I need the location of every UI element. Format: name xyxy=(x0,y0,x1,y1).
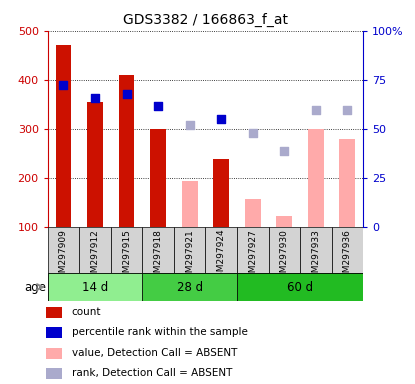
Point xyxy=(60,81,67,88)
Text: GSM297927: GSM297927 xyxy=(248,229,257,284)
Text: count: count xyxy=(72,307,101,317)
Text: rank, Detection Call = ABSENT: rank, Detection Call = ABSENT xyxy=(72,368,232,378)
Text: percentile rank within the sample: percentile rank within the sample xyxy=(72,328,248,338)
Point xyxy=(218,116,225,122)
Point xyxy=(281,147,288,154)
Bar xyxy=(142,273,237,301)
Bar xyxy=(46,368,62,379)
Point xyxy=(123,91,130,98)
Bar xyxy=(339,139,355,227)
Text: GSM297930: GSM297930 xyxy=(280,229,289,284)
Bar xyxy=(276,216,292,227)
Bar xyxy=(269,227,300,273)
Point xyxy=(155,103,161,109)
Bar xyxy=(119,75,134,227)
Bar xyxy=(308,129,324,227)
Text: GSM297921: GSM297921 xyxy=(185,229,194,284)
Text: GSM297915: GSM297915 xyxy=(122,229,131,284)
Bar xyxy=(150,129,166,227)
Text: GSM297924: GSM297924 xyxy=(217,229,226,283)
Text: value, Detection Call = ABSENT: value, Detection Call = ABSENT xyxy=(72,348,237,358)
Text: 60 d: 60 d xyxy=(287,281,313,293)
Bar xyxy=(87,102,103,227)
Bar xyxy=(237,273,363,301)
Text: GSM297936: GSM297936 xyxy=(343,229,352,284)
Text: GSM297912: GSM297912 xyxy=(90,229,100,284)
Text: age: age xyxy=(24,281,46,293)
Bar xyxy=(300,227,332,273)
Title: GDS3382 / 166863_f_at: GDS3382 / 166863_f_at xyxy=(123,13,288,27)
Text: GSM297909: GSM297909 xyxy=(59,229,68,284)
Text: 28 d: 28 d xyxy=(177,281,203,293)
Point xyxy=(249,129,256,136)
Bar xyxy=(237,227,269,273)
Text: 14 d: 14 d xyxy=(82,281,108,293)
Point xyxy=(92,95,98,101)
Bar xyxy=(182,180,198,227)
Bar xyxy=(142,227,174,273)
Bar xyxy=(79,227,111,273)
Point xyxy=(186,122,193,128)
Bar xyxy=(332,227,363,273)
Point xyxy=(344,107,351,113)
Bar xyxy=(245,199,261,227)
Bar xyxy=(46,348,62,359)
Point xyxy=(312,107,319,113)
Bar xyxy=(48,227,79,273)
Bar xyxy=(111,227,142,273)
Bar xyxy=(174,227,205,273)
Text: GSM297933: GSM297933 xyxy=(311,229,320,284)
Bar xyxy=(48,273,142,301)
Bar xyxy=(56,45,71,227)
Bar xyxy=(46,328,62,338)
Bar xyxy=(205,227,237,273)
Bar xyxy=(46,307,62,318)
Text: GSM297918: GSM297918 xyxy=(154,229,163,284)
Bar xyxy=(213,159,229,227)
